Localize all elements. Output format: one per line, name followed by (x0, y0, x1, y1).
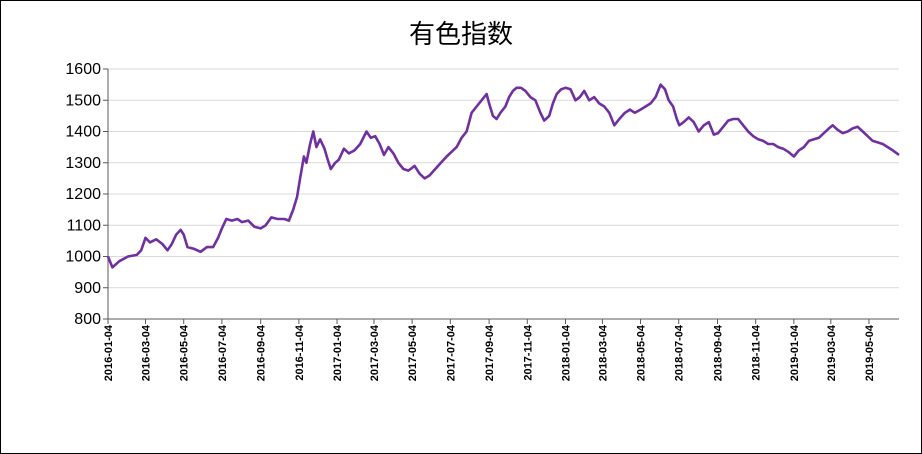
grid (108, 68, 899, 320)
x-tick-label: 2016-01-04 (103, 324, 115, 381)
x-tick-label: 2016-09-04 (256, 324, 268, 381)
x-tick-label: 2019-03-04 (826, 324, 838, 381)
series-line (106, 83, 900, 269)
y-tick-label: 1400 (65, 124, 101, 141)
x-tick-label: 2018-07-04 (674, 324, 686, 381)
x-tick-label: 2017-09-04 (484, 324, 496, 381)
y-tick-label: 1500 (65, 92, 101, 109)
x-tick-label: 2018-09-04 (713, 324, 725, 381)
x-tick-label: 2017-11-04 (522, 324, 534, 381)
x-tick-label: 2018-01-04 (560, 324, 572, 381)
y-tick-label: 900 (74, 280, 101, 297)
x-tick-label: 2017-07-04 (445, 324, 457, 381)
y-tick-label: 1100 (67, 217, 102, 234)
x-tick-label: 2019-01-04 (789, 324, 801, 381)
y-tick-label: 800 (74, 311, 101, 328)
x-tick-label: 2016-05-04 (179, 324, 191, 381)
x-tick-label: 2018-03-04 (597, 324, 609, 381)
chart-title: 有色指数 (409, 20, 513, 50)
x-tick-label: 2018-11-04 (751, 324, 763, 381)
x-tick-label: 2017-05-04 (407, 324, 419, 381)
x-axis: 2016-01-04 2016-03-04 2016-05-04 2016-07-04… (103, 318, 899, 381)
x-tick-label: 2018-05-04 (636, 324, 648, 381)
x-tick-label: 2019-05-04 (864, 324, 876, 381)
x-tick-label: 2017-03-04 (369, 324, 381, 381)
y-tick-label: 1200 (65, 186, 101, 203)
y-axis: 800 900 1000 1100 1200 1300 1400 1500 1600 (65, 61, 109, 328)
x-tick-label: 2017-01-04 (332, 324, 344, 381)
y-tick-label: 1000 (65, 249, 101, 266)
x-tick-label: 2016-11-04 (294, 324, 306, 381)
x-tick-label: 2016-07-04 (217, 324, 229, 381)
y-tick-label: 1600 (65, 61, 101, 78)
y-tick-label: 1300 (65, 155, 101, 172)
x-tick-label: 2016-03-04 (141, 324, 153, 381)
